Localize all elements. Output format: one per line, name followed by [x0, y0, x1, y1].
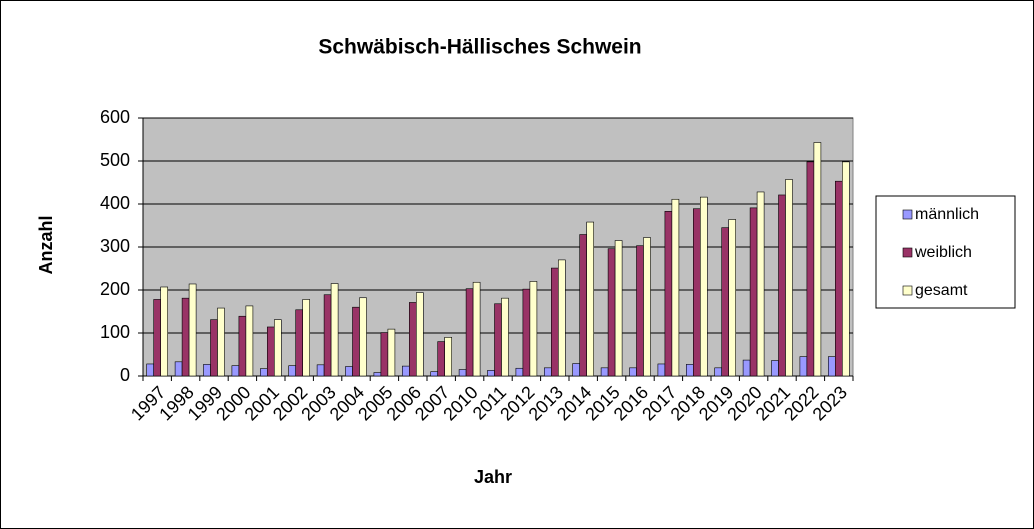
bar [203, 364, 211, 377]
bar [529, 281, 538, 377]
bar [373, 372, 382, 377]
y-axis-title: Anzahl [36, 215, 56, 274]
bar [806, 161, 815, 377]
bar [778, 194, 786, 377]
bar [607, 248, 616, 377]
y-tick-label: 200 [100, 279, 130, 299]
bar [238, 315, 247, 377]
bar [636, 245, 644, 377]
bar [330, 283, 339, 377]
y-tick-label: 300 [100, 236, 130, 256]
bar [160, 286, 168, 377]
bar [288, 365, 297, 377]
legend-label: männlich [915, 206, 979, 223]
bar [359, 297, 367, 377]
bar [699, 196, 708, 377]
bar [785, 179, 793, 377]
bar [657, 363, 666, 377]
bar [771, 360, 779, 377]
y-tick-label: 600 [100, 107, 130, 127]
bar [629, 367, 637, 377]
y-tick-label: 500 [100, 150, 130, 170]
legend-swatch [902, 247, 913, 258]
bar [721, 227, 730, 377]
legend-box [875, 195, 1016, 309]
bar [742, 359, 751, 377]
bar [643, 237, 651, 377]
bar [557, 259, 566, 377]
bar [210, 319, 218, 377]
bar [380, 332, 389, 377]
bar [600, 367, 609, 377]
bar [352, 306, 360, 377]
bar [728, 219, 737, 377]
y-tick-label: 400 [100, 193, 130, 213]
bar [465, 288, 474, 377]
x-axis-title: Jahr [474, 467, 512, 487]
bar [813, 142, 822, 377]
bar [444, 336, 453, 377]
bar [550, 267, 559, 377]
bar [188, 283, 197, 377]
bar [671, 198, 680, 377]
bar [174, 361, 183, 377]
legend-swatch [902, 209, 913, 220]
bar [415, 292, 424, 377]
bar [586, 221, 595, 377]
bar [472, 281, 481, 377]
bar [408, 302, 417, 377]
bar [345, 366, 353, 377]
bar [841, 161, 850, 377]
bar [494, 303, 502, 377]
bar [181, 297, 190, 377]
bar [245, 305, 254, 377]
bar [295, 309, 304, 377]
bar [153, 299, 161, 377]
chart-title: Schwäbisch-Hällisches Schwein [318, 36, 641, 59]
bar [231, 365, 240, 377]
bar [217, 307, 225, 377]
bar [749, 207, 758, 377]
bar [501, 297, 509, 377]
bar [437, 341, 446, 377]
bar [685, 364, 694, 377]
bar [266, 326, 275, 377]
bar [572, 363, 581, 377]
bar [487, 370, 495, 377]
bar [834, 180, 843, 377]
y-tick-label: 100 [100, 322, 130, 342]
bar [316, 364, 325, 377]
bar [827, 356, 836, 377]
bar [515, 367, 524, 377]
legend-swatch [902, 285, 913, 296]
bar [146, 363, 154, 377]
bar [259, 368, 268, 377]
legend-label: weiblich [914, 244, 972, 261]
bar [756, 191, 765, 377]
bar [458, 369, 467, 377]
bar [522, 288, 531, 377]
bar [387, 328, 396, 377]
legend-label: gesamt [915, 282, 968, 299]
bar [401, 365, 410, 377]
bar [273, 319, 282, 377]
bar [692, 208, 701, 377]
y-tick-label: 0 [120, 365, 130, 385]
bar [714, 367, 723, 377]
bar [664, 211, 673, 377]
bar [543, 367, 552, 377]
bar [579, 234, 588, 377]
bar [302, 299, 311, 377]
bar [430, 371, 439, 377]
bar [323, 294, 332, 377]
bar [799, 356, 808, 377]
bar [614, 240, 623, 377]
